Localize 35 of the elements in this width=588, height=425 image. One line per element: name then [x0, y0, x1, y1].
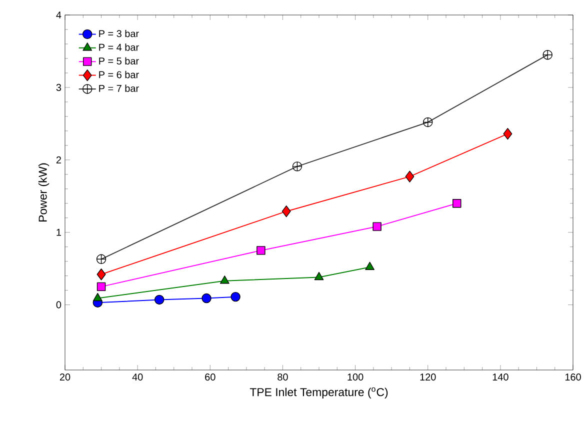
x-tick-label: 60	[205, 374, 216, 381]
x-tick-label: 140	[492, 374, 508, 381]
point	[314, 272, 324, 280]
legend-label: P = 7 bar	[99, 84, 139, 92]
x-tick-label: 80	[278, 374, 288, 381]
x-tick-label: 120	[420, 374, 436, 381]
legend-label: P = 5 bar	[99, 57, 139, 65]
y-tick-label: 3	[56, 84, 62, 91]
point	[92, 292, 102, 302]
point	[256, 246, 266, 255]
point	[452, 199, 462, 208]
y-tick-label: 1	[56, 228, 61, 236]
point	[372, 222, 382, 231]
x-axis-title: TPE Inlet Temperature ($^{o}$C)	[250, 387, 388, 398]
y-tick-label: 0	[56, 301, 62, 308]
point	[96, 268, 106, 280]
legend-label: P = 4 bar	[99, 44, 139, 51]
y-tick-label: 2	[56, 156, 61, 164]
point	[365, 262, 374, 270]
legend-label: P = 3 bar	[99, 30, 139, 38]
point	[154, 294, 164, 305]
point	[96, 282, 106, 292]
legend-label: P = 6 bar	[99, 70, 139, 78]
y-axis-title: Power (kW)	[38, 163, 50, 222]
point	[282, 205, 291, 218]
x-tick-label: 40	[132, 374, 143, 381]
x-tick-label: 20	[60, 374, 70, 381]
point	[220, 276, 230, 284]
point	[405, 170, 414, 182]
y-tick-label: 4	[56, 12, 62, 18]
point	[503, 128, 512, 140]
point	[230, 292, 240, 302]
x-tick-label: 160	[565, 374, 581, 381]
point	[202, 293, 212, 304]
x-tick-label: 100	[348, 374, 364, 381]
